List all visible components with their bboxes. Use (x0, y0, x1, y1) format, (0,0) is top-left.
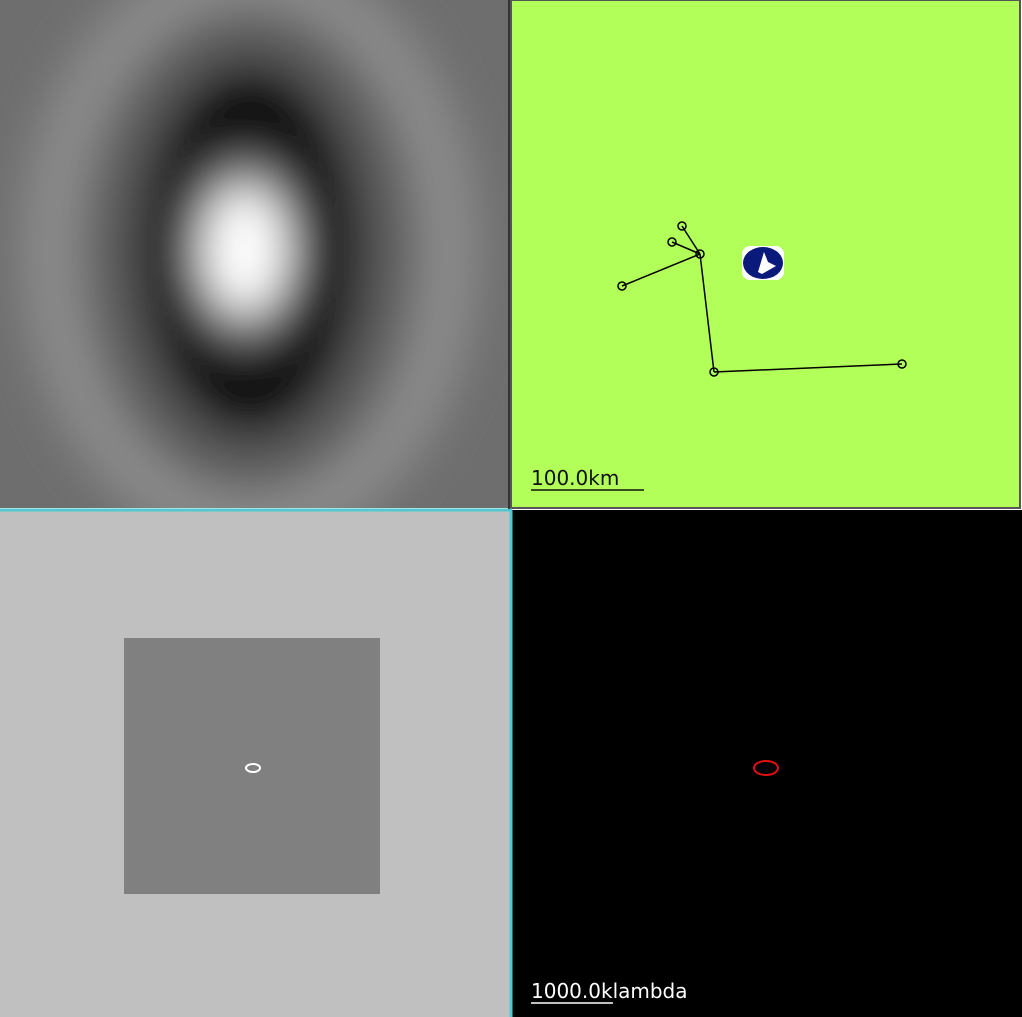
simulator-window: 100.0km 1000.0klambda (0, 0, 1022, 1017)
beam-panel (0, 0, 508, 550)
source-panel (0, 510, 510, 1017)
scale-label: 100.0km (531, 466, 619, 490)
location-icon[interactable] (742, 246, 784, 280)
scale-label: 1000.0klambda (531, 979, 688, 1003)
uv-panel: 1000.0klambda (512, 510, 1022, 1017)
array-panel: 100.0km (511, 0, 1020, 508)
